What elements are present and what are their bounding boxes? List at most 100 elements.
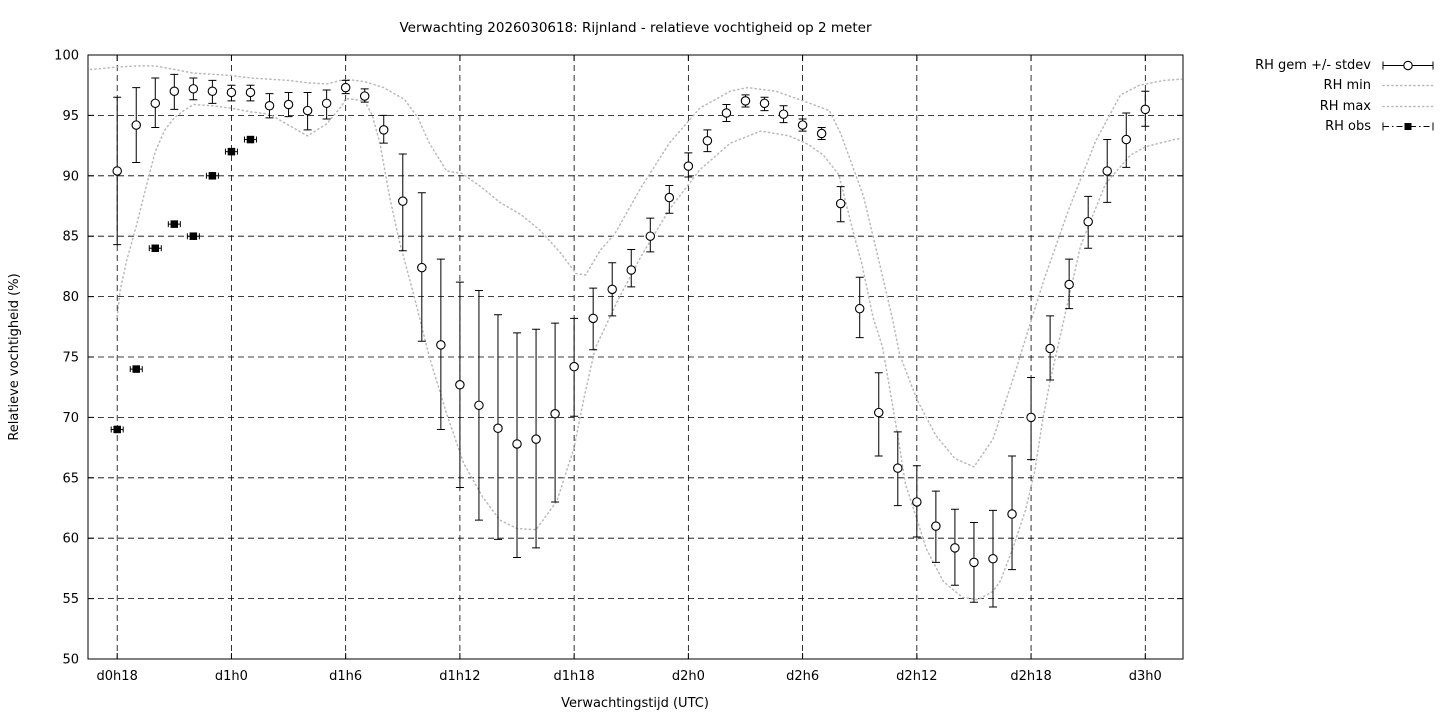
y-tick-label: 60 — [62, 532, 79, 547]
mean-marker — [950, 543, 960, 553]
mean-marker — [1045, 343, 1055, 354]
mean-marker — [321, 98, 332, 109]
mean-marker — [359, 91, 370, 101]
obs-marker — [113, 425, 121, 434]
mean-marker — [683, 161, 694, 171]
y-tick-label: 85 — [62, 230, 79, 245]
y-tick-label: 95 — [62, 109, 79, 124]
mean-marker — [493, 423, 503, 434]
legend-label-rh-gem: RH gem +/- stdev — [1255, 57, 1371, 73]
mean-marker — [150, 98, 161, 109]
mean-marker — [398, 196, 408, 206]
mean-marker — [1064, 279, 1074, 290]
dotted-envelope-line — [116, 97, 1183, 601]
mean-marker — [778, 109, 789, 119]
dotted-envelope-line — [89, 65, 1183, 468]
x-tick-label: d1h12 — [439, 669, 480, 684]
mean-marker — [550, 409, 560, 419]
mean-marker — [226, 87, 237, 98]
legend-item-rh-max: RH max — [1255, 96, 1436, 117]
mean-marker — [931, 521, 941, 531]
legend-item-rh-obs: RH obs — [1255, 117, 1436, 138]
gridlines — [88, 55, 1183, 659]
mean-marker — [1026, 412, 1036, 423]
mean-marker — [1140, 104, 1151, 115]
mean-marker — [740, 96, 751, 106]
mean-marker — [664, 192, 675, 203]
mean-marker — [645, 231, 656, 241]
mean-marker — [569, 361, 579, 372]
axis-ticks — [88, 54, 1183, 660]
dotted-line-icon — [1382, 85, 1434, 87]
y-tick-label: 80 — [62, 290, 79, 305]
y-tick-label: 75 — [62, 351, 79, 366]
x-tick-labels: d0h18 d1h0 d1h6 d1h12 d1h18 d2h0 d2h6 d2h12 d2h1… — [97, 669, 1162, 684]
mean-marker — [531, 434, 541, 444]
y-tick-label: 90 — [62, 169, 79, 184]
obs-marker — [151, 244, 160, 253]
rh-min-curve — [116, 97, 1183, 601]
x-axis-title: Verwachtingstijd (UTC) — [561, 696, 709, 711]
mean-marker — [112, 166, 122, 176]
y-tick-label: 50 — [62, 653, 79, 668]
chart-legend: RH gem +/- stdev RH min RH max RH obs — [1255, 55, 1436, 137]
mean-marker — [854, 303, 865, 314]
x-tick-label: d2h12 — [896, 669, 937, 684]
mean-marker — [988, 553, 998, 564]
mean-marker — [1007, 509, 1017, 519]
mean-marker — [436, 340, 446, 350]
y-tick-label: 55 — [62, 592, 79, 607]
mean-marker — [588, 313, 598, 324]
obs-marker — [246, 135, 255, 144]
y-tick-label: 65 — [62, 471, 79, 486]
mean-marker — [378, 125, 389, 135]
obs-marker — [208, 172, 217, 180]
mean-marker — [721, 108, 732, 118]
mean-marker — [1102, 166, 1112, 176]
obs-marker — [189, 232, 198, 240]
x-tick-label: d3h0 — [1129, 669, 1162, 684]
legend-label-rh-max: RH max — [1319, 98, 1371, 114]
mean-marker — [207, 86, 218, 96]
errorbar-circle-icon — [1382, 60, 1434, 70]
x-tick-label: d1h6 — [329, 669, 362, 684]
legend-label-rh-obs: RH obs — [1325, 119, 1371, 135]
x-tick-label: d2h0 — [672, 669, 705, 684]
obs-marker — [227, 147, 236, 156]
legend-item-rh-min: RH min — [1255, 76, 1436, 97]
x-tick-label: d2h6 — [786, 669, 819, 684]
mean-marker — [874, 407, 884, 418]
mean-marker — [302, 105, 313, 116]
mean-marker — [417, 262, 427, 273]
y-tick-labels: 50 55 60 65 70 75 80 85 90 95 100 — [54, 49, 79, 668]
mean-marker — [912, 497, 922, 507]
chart-title: Verwachting 2026030618: Rijnland - relat… — [399, 20, 872, 36]
mean-marker — [131, 120, 141, 130]
mean-marker — [1083, 216, 1093, 227]
rh-max-curve — [89, 65, 1183, 468]
obs-marker — [132, 365, 140, 373]
mean-marker — [893, 463, 903, 473]
mean-marker — [512, 439, 522, 449]
y-tick-label: 100 — [54, 49, 79, 64]
rh-mean-markers — [112, 82, 1151, 568]
mean-marker — [835, 198, 846, 209]
mean-marker — [264, 100, 275, 111]
obs-marker — [170, 220, 179, 228]
rh-obs-markers — [110, 135, 257, 434]
x-tick-label: d2h18 — [1010, 669, 1051, 684]
mean-marker — [474, 400, 484, 411]
mean-marker — [816, 128, 827, 139]
x-tick-label: d0h18 — [97, 669, 138, 684]
mean-marker — [969, 557, 979, 568]
mean-marker — [702, 136, 713, 146]
mean-marker — [626, 265, 636, 275]
mean-marker — [283, 99, 294, 110]
legend-label-rh-min: RH min — [1323, 78, 1371, 94]
rh-mean-errorbars — [113, 73, 1150, 608]
y-axis-title: Relatieve vochtigheid (%) — [7, 273, 22, 441]
mean-marker — [607, 284, 617, 295]
plot-border — [87, 54, 1184, 660]
x-tick-label: d1h18 — [553, 669, 594, 684]
